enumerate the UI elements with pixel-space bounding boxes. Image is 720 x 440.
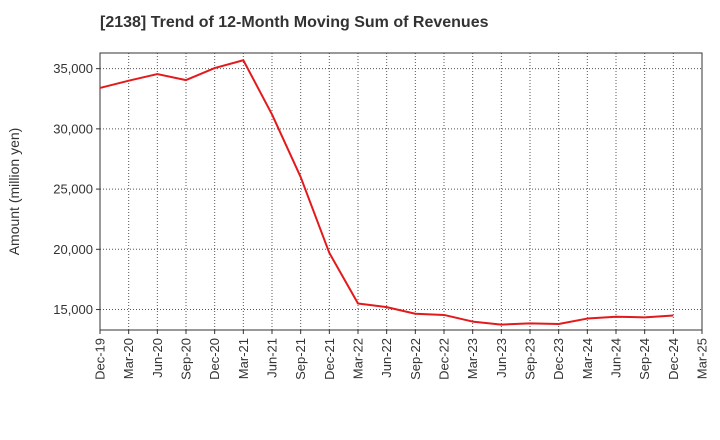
x-tick-label: Dec-23	[551, 338, 566, 380]
x-tick-label: Mar-20	[121, 338, 136, 379]
y-tick-label: 35,000	[53, 61, 93, 76]
x-tick-label: Sep-20	[179, 338, 194, 380]
y-tick-label: 15,000	[53, 302, 93, 317]
series-layer	[99, 59, 674, 326]
x-tick-label: Jun-21	[265, 338, 280, 378]
y-tick-label: 20,000	[53, 242, 93, 257]
y-tick-label: 30,000	[53, 121, 93, 136]
tick-marks	[96, 68, 703, 334]
plot-area-frame	[99, 52, 703, 331]
x-tick-label: Mar-22	[351, 338, 366, 379]
x-tick-label: Sep-22	[408, 338, 423, 380]
x-tick-label: Jun-23	[494, 338, 509, 378]
x-tick-label: Mar-24	[580, 338, 595, 379]
grid	[100, 53, 702, 330]
x-tick-label: Dec-20	[207, 338, 222, 380]
series-line	[99, 59, 674, 326]
x-tick-label: Dec-22	[437, 338, 452, 380]
y-axis-title: Amount (million yen)	[6, 128, 22, 256]
y-tick-labels: 15,000 20,000 25,000 30,000 35,000	[53, 61, 93, 317]
x-tick-label: Jun-24	[609, 338, 624, 378]
x-tick-label: Dec-21	[322, 338, 337, 380]
chart-title: [2138] Trend of 12-Month Moving Sum of R…	[100, 14, 489, 31]
x-tick-label: Sep-24	[637, 338, 652, 380]
x-tick-label: Jun-22	[379, 338, 394, 378]
x-tick-label: Mar-21	[236, 338, 251, 379]
x-tick-label: Mar-25	[695, 338, 710, 379]
x-tick-label: Sep-21	[293, 338, 308, 380]
x-tick-label: Sep-23	[523, 338, 538, 380]
x-tick-label: Dec-24	[666, 338, 681, 380]
x-tick-label: Jun-20	[150, 338, 165, 378]
y-tick-label: 25,000	[53, 182, 93, 197]
x-tick-labels: Dec-19 Mar-20 Jun-20 Sep-20 Dec-20 Mar-21 Jun-…	[93, 338, 710, 380]
x-tick-label: Dec-19	[93, 338, 108, 380]
x-tick-label: Mar-23	[465, 338, 480, 379]
